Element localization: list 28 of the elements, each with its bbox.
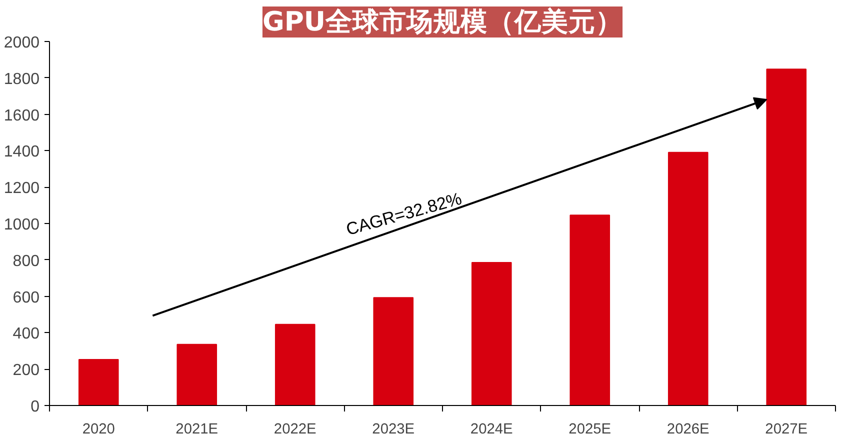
x-tick-label: 2023E	[372, 422, 415, 438]
x-tick-label: 2022E	[274, 422, 317, 438]
bar	[668, 152, 708, 406]
y-tick-label: 400	[12, 326, 40, 343]
y-tick-label: 1200	[4, 180, 40, 198]
bar	[373, 297, 414, 406]
bar	[766, 68, 807, 406]
x-tick-label: 2025E	[568, 422, 612, 438]
y-tick-label: 1800	[4, 70, 40, 88]
x-tick-label: 2021E	[176, 422, 218, 438]
bar	[570, 214, 610, 406]
x-tick-label: 2027E	[765, 422, 808, 438]
chart-title: GPU全球市场规模（亿美元）	[262, 6, 623, 38]
y-tick-label: 1400	[4, 144, 40, 161]
y-tick-label: 0	[30, 398, 40, 416]
y-tick-label: 1000	[4, 216, 40, 234]
x-tick-label: 2026E	[666, 422, 710, 438]
bar	[471, 262, 512, 406]
y-tick-label: 2000	[4, 34, 40, 52]
bar	[274, 324, 316, 406]
y-tick-label: 200	[12, 362, 40, 380]
y-tick-label: 1600	[4, 107, 40, 124]
x-tick-label: 2020	[82, 422, 115, 438]
y-tick-label: 800	[12, 252, 40, 270]
bar	[176, 344, 218, 406]
bar	[78, 358, 119, 406]
x-tick-label: 2024E	[470, 422, 514, 438]
y-tick-label: 600	[12, 289, 40, 306]
